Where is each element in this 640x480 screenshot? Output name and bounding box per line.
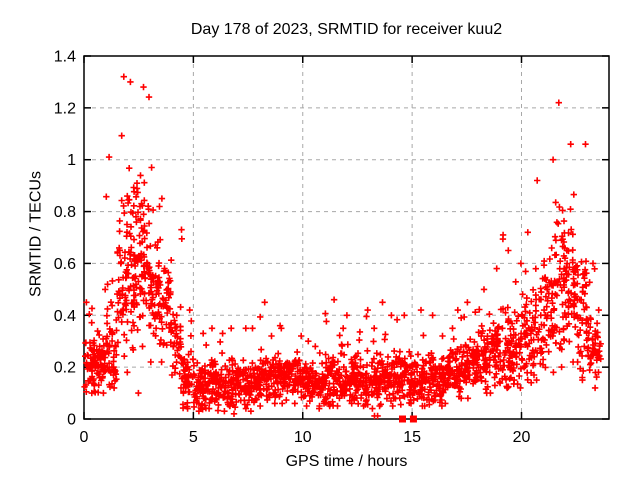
plot-frame — [83, 55, 610, 420]
y-tick-label: 0.6 — [54, 256, 76, 273]
x-tick-label: 15 — [403, 429, 421, 446]
flagged-points — [399, 415, 417, 423]
x-tick-label: 0 — [80, 429, 89, 446]
chart-title: Day 178 of 2023, SRMTID for receiver kuu… — [190, 21, 503, 38]
y-tick-label: 1 — [67, 152, 76, 169]
x-tick-label: 5 — [189, 429, 198, 446]
data-points-path — [81, 73, 604, 420]
y-tick-label: 0 — [67, 412, 76, 429]
data-points — [81, 73, 604, 420]
grid — [83, 55, 609, 420]
x-axis-label: GPS time / hours — [285, 453, 408, 470]
y-tick-label: 0.8 — [54, 204, 76, 221]
x-tick-label: 20 — [513, 429, 531, 446]
y-tick-label: 0.4 — [54, 308, 76, 325]
y-tick-label: 1.2 — [54, 100, 76, 117]
y-axis-label: SRMTID / TECUs — [27, 171, 45, 297]
y-tick-label: 1.4 — [54, 49, 76, 66]
x-tick-label: 10 — [294, 429, 312, 446]
flagged-point-square — [399, 415, 406, 423]
plot-border — [83, 55, 610, 420]
y-tick-label: 0.2 — [54, 360, 76, 377]
tick-labels: 0 5 10 15 20 0 0.2 0.4 0.6 0.8 1 1.2 1.4 — [54, 49, 531, 447]
flagged-point-square — [409, 415, 417, 423]
axis-ticks — [83, 55, 609, 420]
